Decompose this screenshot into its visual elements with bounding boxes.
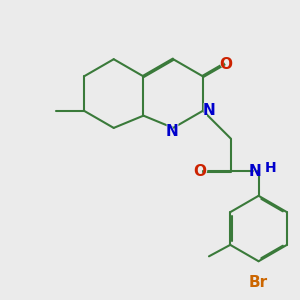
Text: N: N	[251, 162, 266, 180]
Text: O: O	[219, 57, 232, 72]
Text: O: O	[218, 55, 233, 73]
Text: N: N	[249, 164, 262, 179]
Text: H: H	[265, 161, 277, 175]
Text: N: N	[165, 124, 178, 139]
Text: N: N	[164, 122, 179, 140]
Text: Br: Br	[246, 273, 271, 292]
Text: N: N	[201, 102, 216, 120]
Text: Br: Br	[249, 275, 268, 290]
Text: O: O	[193, 164, 206, 179]
Text: O: O	[192, 162, 207, 180]
Text: N: N	[202, 103, 215, 118]
